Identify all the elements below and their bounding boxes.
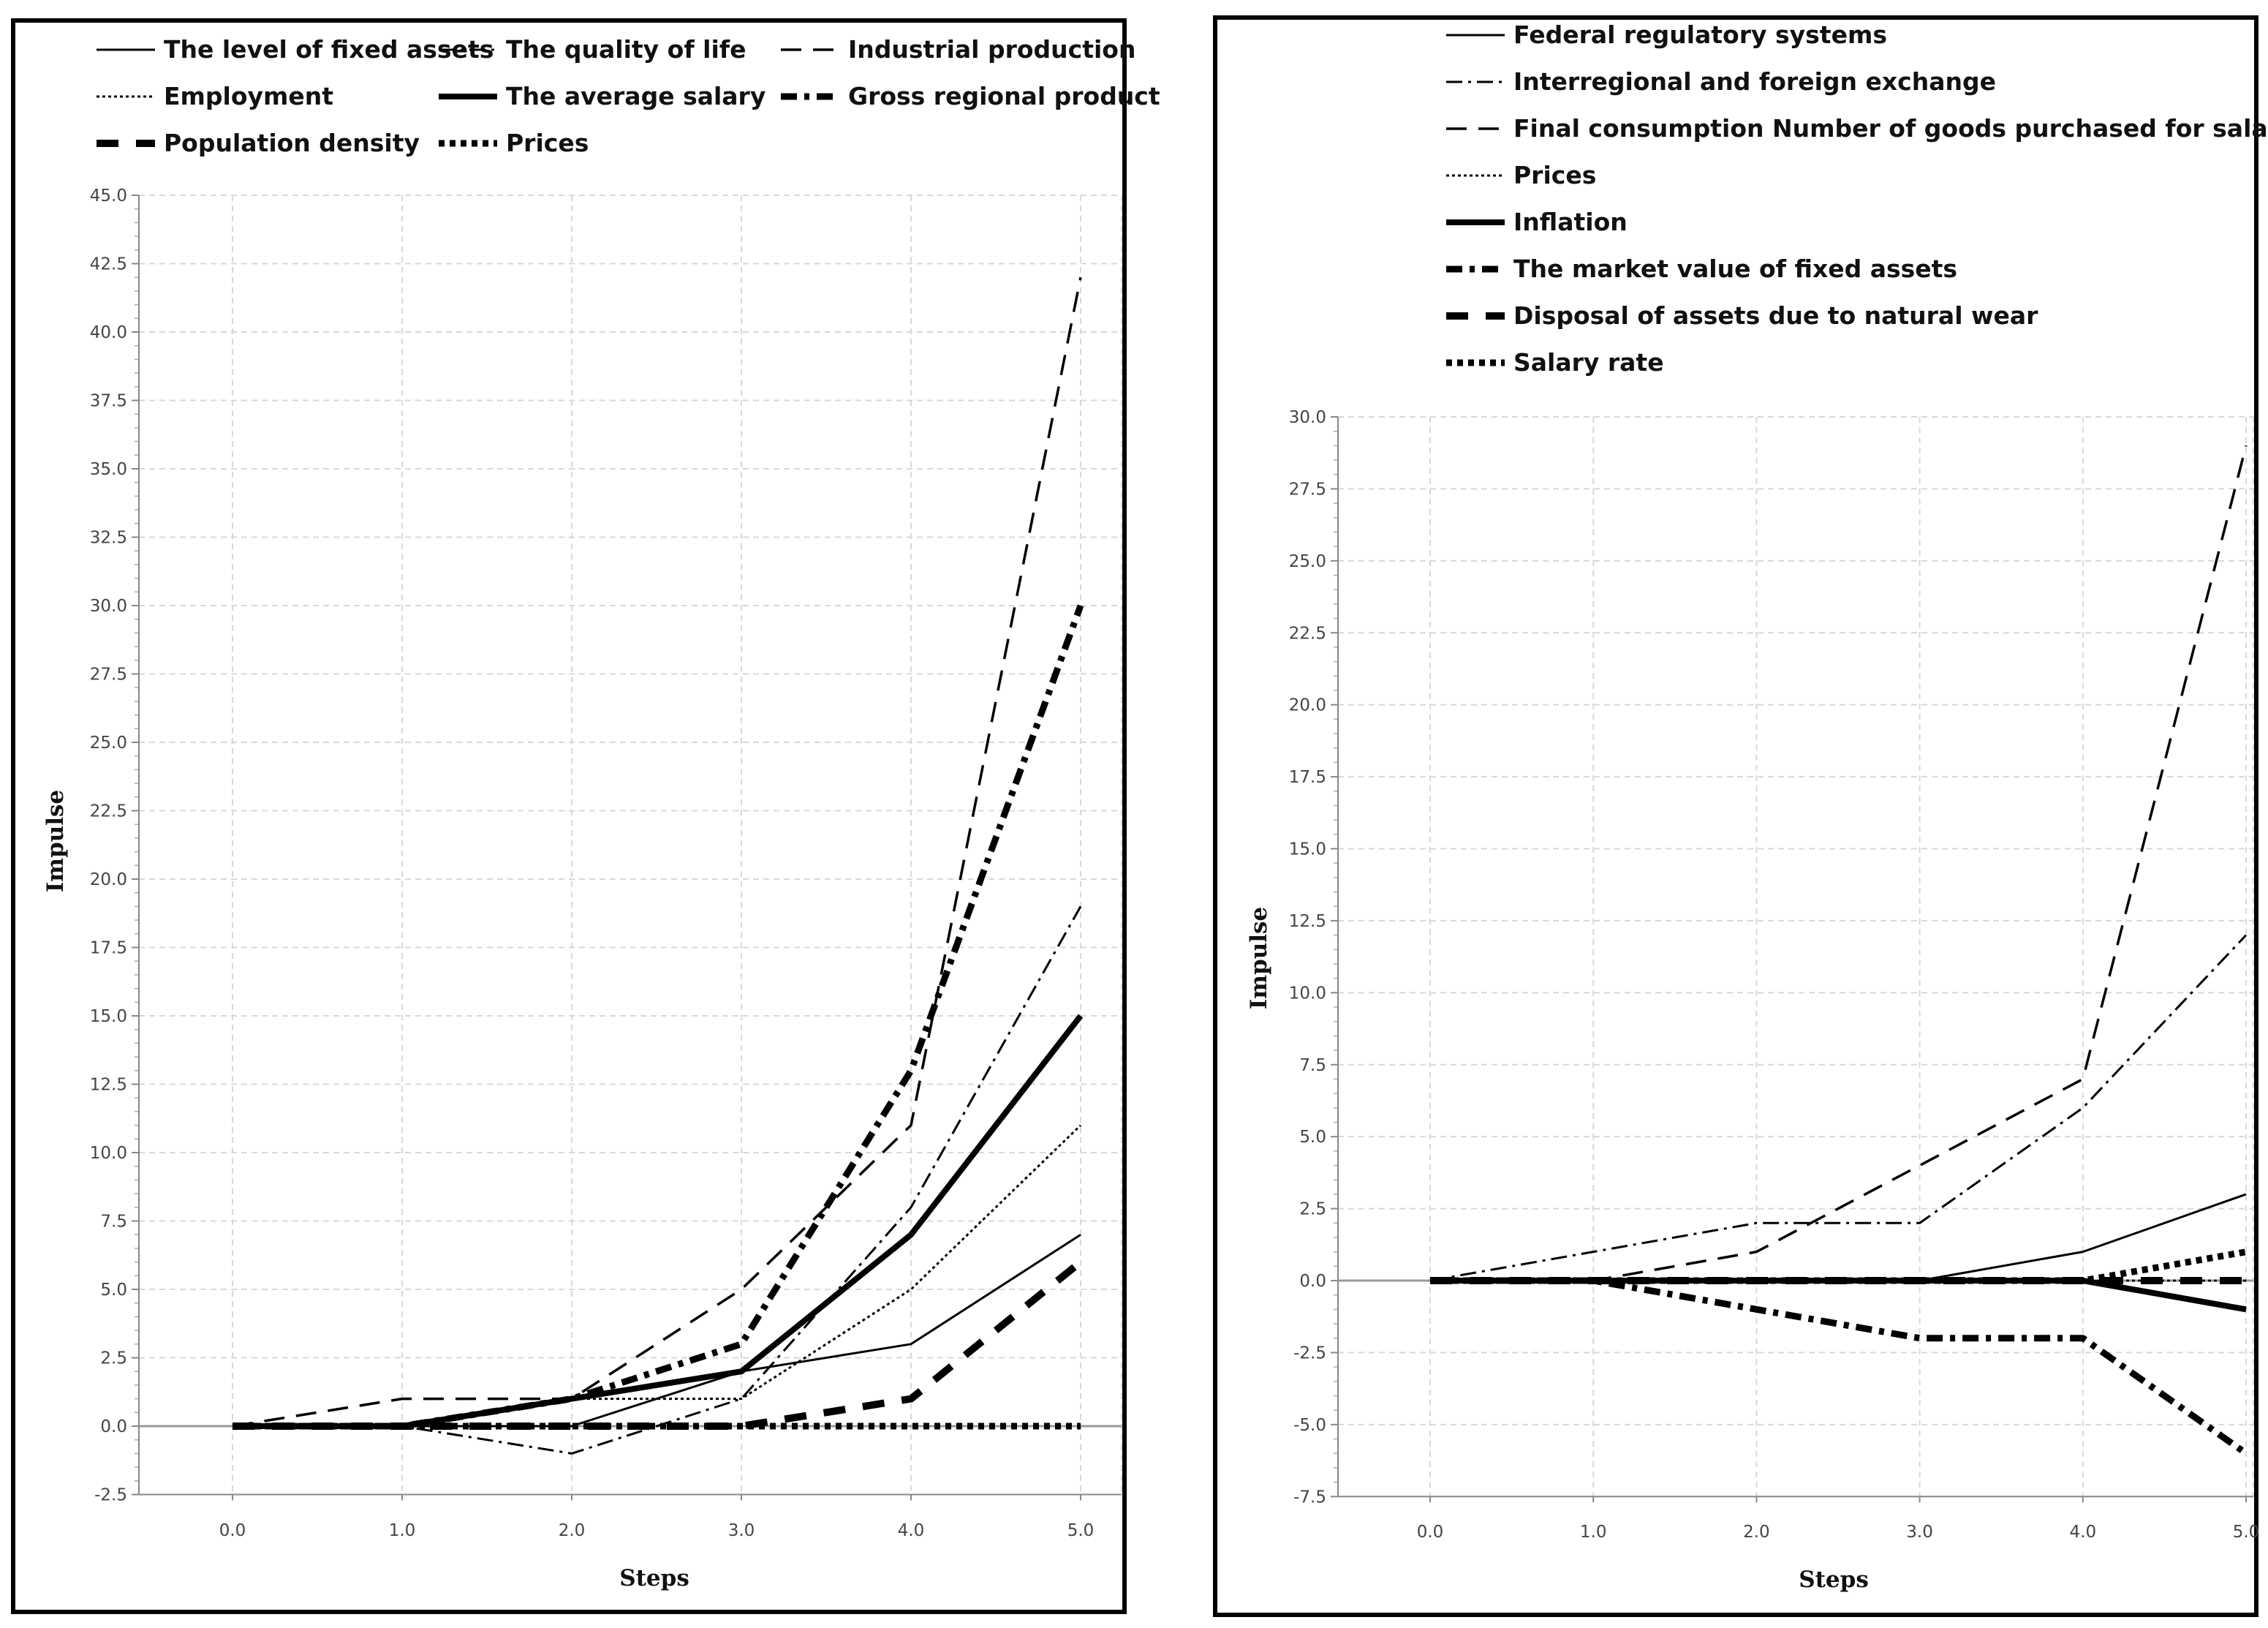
left-chart-panel: -2.5 0.0 2.5 5.0 7.5 10.0 12.5 15.0 17.5 20.0 22.5… bbox=[11, 18, 1160, 1614]
right-panel-frame bbox=[1213, 15, 2258, 1617]
y-tick-label: 17.5 bbox=[1289, 768, 1326, 787]
x-tick-label: 5.0 bbox=[1067, 1521, 1095, 1540]
legend-label-employment: Employment bbox=[164, 82, 333, 110]
series-line-industrial-production bbox=[232, 276, 1082, 1428]
left-legend: The level of fixed assets The quality of … bbox=[97, 35, 1160, 157]
series-line-interregional-and-foreign-exchange bbox=[1429, 934, 2248, 1282]
y-tick-label: 12.5 bbox=[90, 1076, 127, 1095]
legend-label-disposal-of-assets-due-to-natural-wear: Disposal of assets due to natural wear bbox=[1513, 301, 2038, 330]
legend-label-the-quality-of-life: The quality of life bbox=[506, 35, 746, 64]
x-tick-label: 0.0 bbox=[1417, 1523, 1444, 1542]
series-line-inflation bbox=[1430, 1278, 2247, 1313]
legend-label-the-market-value-of-fixed-assets: The market value of fixed assets bbox=[1513, 255, 1957, 283]
y-tick-label: 30.0 bbox=[1289, 408, 1326, 427]
y-tick-label: 10.0 bbox=[1289, 984, 1326, 1003]
legend-label-inflation: Inflation bbox=[1513, 208, 1628, 236]
y-tick-label: 22.5 bbox=[90, 802, 127, 821]
right-x-axis-title: Steps bbox=[1799, 1567, 1869, 1593]
series-line-gross-regional-product bbox=[233, 604, 1084, 1430]
x-tick-label: 1.0 bbox=[389, 1521, 416, 1540]
y-tick-label: 30.0 bbox=[90, 597, 127, 616]
legend-label-gross-regional-product: Gross regional product bbox=[848, 82, 1160, 110]
y-tick-label: -2.5 bbox=[1293, 1344, 1326, 1363]
x-tick-label: 0.0 bbox=[219, 1521, 246, 1540]
x-tick-label: 3.0 bbox=[728, 1521, 755, 1540]
series-line-the-market-value-of-fixed-assets bbox=[1430, 1277, 2248, 1456]
x-tick-label: 2.0 bbox=[1743, 1523, 1770, 1542]
right-series-group bbox=[1429, 445, 2248, 1456]
x-tick-label: 2.0 bbox=[559, 1521, 586, 1540]
y-tick-label: 0.0 bbox=[100, 1417, 127, 1436]
y-tick-label: -5.0 bbox=[1293, 1416, 1326, 1435]
series-line-final-consumption-number-of-goods-purchased-for-salary bbox=[1430, 445, 2248, 1282]
y-tick-label: -2.5 bbox=[94, 1486, 127, 1505]
y-tick-label: 0.0 bbox=[1299, 1272, 1326, 1291]
legend-label-population-density: Population density bbox=[164, 129, 420, 157]
left-grid bbox=[139, 195, 1122, 1496]
right-y-axis-title: Impulse bbox=[1246, 907, 1272, 1009]
y-tick-label: 20.0 bbox=[1289, 696, 1326, 715]
y-tick-label: 15.0 bbox=[1289, 840, 1326, 859]
y-tick-label: 7.5 bbox=[1299, 1056, 1326, 1075]
y-tick-label: 25.0 bbox=[90, 734, 127, 753]
series-line-employment bbox=[233, 1124, 1082, 1428]
y-tick-label: 32.5 bbox=[90, 529, 127, 548]
right-grid bbox=[1338, 416, 2254, 1498]
series-line-the-level-of-fixed-assets bbox=[233, 1233, 1081, 1428]
series-line-salary-rate bbox=[1430, 1248, 2247, 1284]
legend-label-salary-rate: Salary rate bbox=[1513, 348, 1664, 377]
y-tick-label: 20.0 bbox=[90, 870, 127, 889]
y-tick-label: 25.0 bbox=[1289, 552, 1326, 571]
legend-label-prices: Prices bbox=[506, 129, 589, 157]
left-y-axis-title: Impulse bbox=[42, 790, 69, 892]
y-tick-label: 27.5 bbox=[90, 666, 127, 685]
y-tick-label: 7.5 bbox=[100, 1213, 127, 1232]
y-tick-label: 27.5 bbox=[1289, 480, 1326, 499]
right-legend: Federal regulatory systems Interregional … bbox=[1446, 20, 2268, 377]
right-axes: -7.5 -5.0 -2.5 0.0 2.5 5.0 7.5 10.0 12.5 15.0 17.5… bbox=[1289, 408, 2260, 1542]
series-line-the-average-salary bbox=[233, 1014, 1084, 1429]
legend-label-industrial-production: Industrial production bbox=[848, 35, 1135, 64]
left-x-axis-title: Steps bbox=[619, 1565, 689, 1591]
legend-label-federal-regulatory-systems: Federal regulatory systems bbox=[1513, 20, 1887, 49]
legend-label-prices: Prices bbox=[1513, 161, 1596, 189]
y-tick-label: 37.5 bbox=[90, 392, 127, 411]
y-tick-label: 15.0 bbox=[90, 1007, 127, 1026]
series-line-population-density bbox=[233, 1259, 1084, 1430]
y-tick-label: 17.5 bbox=[90, 939, 127, 958]
y-tick-label: 2.5 bbox=[1299, 1200, 1326, 1219]
y-tick-label: 10.0 bbox=[90, 1144, 127, 1163]
left-axes: -2.5 0.0 2.5 5.0 7.5 10.0 12.5 15.0 17.5 20.0 22.5… bbox=[90, 186, 1122, 1540]
left-series-group bbox=[232, 276, 1084, 1455]
y-tick-label: 5.0 bbox=[1299, 1128, 1326, 1147]
y-tick-label: 45.0 bbox=[90, 186, 127, 206]
y-tick-label: 5.0 bbox=[100, 1281, 127, 1300]
y-tick-label: 40.0 bbox=[90, 323, 127, 342]
right-chart-panel: -7.5 -5.0 -2.5 0.0 2.5 5.0 7.5 10.0 12.5 15.0 17.5… bbox=[1213, 15, 2268, 1617]
legend-label-the-average-salary: The average salary bbox=[506, 82, 766, 110]
left-panel-frame bbox=[11, 18, 1127, 1614]
x-tick-label: 5.0 bbox=[2233, 1523, 2260, 1542]
y-tick-label: 42.5 bbox=[90, 255, 127, 274]
x-tick-label: 1.0 bbox=[1580, 1523, 1607, 1542]
x-tick-label: 4.0 bbox=[2070, 1523, 2097, 1542]
legend-label-final-consumption-number-of-goods-purchased-for-salary: Final consumption Number of goods purcha… bbox=[1513, 114, 2268, 143]
legend-label-interregional-and-foreign-exchange: Interregional and foreign exchange bbox=[1513, 67, 1996, 96]
x-tick-label: 3.0 bbox=[1906, 1523, 1933, 1542]
y-tick-label: 35.0 bbox=[90, 460, 127, 479]
x-tick-label: 4.0 bbox=[898, 1521, 925, 1540]
y-tick-label: 12.5 bbox=[1289, 912, 1326, 931]
y-tick-label: -7.5 bbox=[1293, 1488, 1326, 1507]
y-tick-label: 2.5 bbox=[100, 1349, 127, 1368]
series-line-the-quality-of-life bbox=[233, 905, 1082, 1455]
y-tick-label: 22.5 bbox=[1289, 624, 1326, 643]
